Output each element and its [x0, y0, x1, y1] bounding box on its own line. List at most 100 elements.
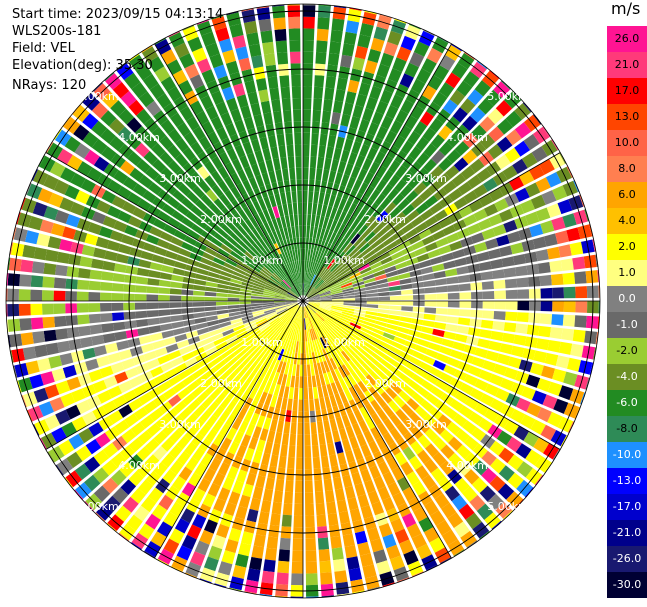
range-gate [319, 307, 331, 313]
range-gate [274, 296, 286, 300]
range-gate [267, 279, 279, 287]
range-gate [350, 250, 362, 261]
range-gate [549, 260, 563, 273]
range-gate [383, 418, 395, 432]
range-gate [505, 129, 522, 146]
range-gate [298, 318, 302, 330]
range-gate [376, 126, 389, 140]
range-gate [544, 462, 553, 473]
range-gate [242, 483, 254, 498]
range-gate [226, 97, 239, 112]
range-gate [366, 301, 379, 305]
range-gate [365, 374, 377, 386]
range-gate [331, 302, 344, 305]
range-gate [349, 116, 361, 130]
range-gate [146, 286, 159, 294]
range-gate [516, 277, 529, 288]
range-gate [286, 294, 298, 300]
range-gate [429, 118, 444, 133]
range-gate [147, 317, 160, 326]
range-gate [155, 415, 170, 430]
range-gate [170, 281, 183, 289]
range-gate [217, 248, 230, 258]
range-gate [74, 463, 92, 480]
range-gate [207, 242, 220, 252]
range-gate [262, 301, 274, 304]
range-gate [399, 539, 414, 555]
range-gate [468, 365, 482, 377]
range-gate [338, 210, 347, 224]
range-gate [120, 91, 137, 107]
range-gate [278, 310, 289, 318]
range-gate [313, 98, 323, 111]
range-gate [353, 236, 364, 248]
range-gate [313, 386, 319, 399]
range-gate [357, 541, 371, 556]
range-gate [510, 345, 525, 358]
range-gate [102, 260, 116, 272]
range-gate [293, 109, 302, 122]
range-gate [303, 144, 310, 157]
range-gate [307, 288, 316, 298]
range-gate [143, 350, 157, 362]
range-gate [190, 141, 204, 156]
range-gate [218, 561, 233, 576]
range-gate [199, 409, 212, 423]
range-gate [440, 557, 452, 565]
range-gate [206, 320, 219, 327]
colorbar-tick-label: -21.0 [612, 526, 642, 539]
range-gate [306, 260, 309, 273]
range-gate [394, 451, 408, 466]
range-gate [474, 241, 488, 253]
range-gate [337, 237, 347, 249]
range-gate [388, 280, 401, 287]
range-gate [256, 351, 266, 362]
range-gate [336, 323, 347, 332]
range-gate [333, 221, 342, 234]
range-gate [164, 368, 178, 380]
range-gate [226, 427, 238, 441]
range-gate [208, 545, 223, 561]
range-gate [327, 315, 339, 323]
range-gate [305, 550, 317, 562]
range-gate [441, 338, 455, 348]
range-gate [246, 152, 257, 166]
range-gate [160, 76, 176, 92]
range-gate [295, 225, 299, 238]
range-gate [22, 244, 36, 259]
range-gate [100, 128, 116, 144]
range-gate [474, 347, 488, 359]
range-gate [361, 211, 372, 224]
range-gate [324, 87, 335, 101]
range-gate [431, 421, 446, 435]
range-gate [473, 208, 488, 222]
range-gate [373, 367, 385, 379]
range-gate [218, 38, 233, 53]
range-gate [392, 135, 406, 150]
range-gate [285, 302, 298, 305]
range-gate [318, 432, 326, 445]
range-gate [202, 493, 216, 508]
range-gate [345, 20, 360, 34]
range-gate [306, 305, 314, 316]
range-gate [366, 527, 381, 542]
range-gate [200, 452, 214, 467]
range-gate [563, 371, 578, 386]
range-gate [276, 322, 285, 333]
range-gate [289, 304, 299, 313]
range-gate [262, 148, 272, 161]
range-gate [395, 408, 408, 422]
range-gate [456, 325, 470, 335]
range-gate [479, 116, 496, 133]
range-gate [324, 273, 335, 283]
range-gate [280, 216, 287, 229]
range-gate [251, 55, 264, 69]
range-gate [39, 219, 54, 234]
range-gate [247, 203, 258, 216]
range-gate [350, 165, 361, 179]
range-gate [504, 147, 521, 163]
range-gate [454, 477, 470, 494]
range-gate [287, 276, 295, 287]
range-gate [355, 93, 368, 108]
range-gate [186, 380, 200, 393]
